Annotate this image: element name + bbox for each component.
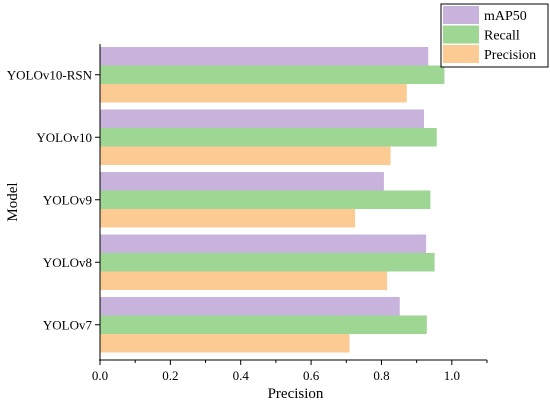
- x-tick-label: 0.6: [303, 368, 320, 383]
- bars-group: [100, 47, 445, 353]
- bar-map50-yolov10-rsn: [100, 47, 429, 66]
- bar-map50-yolov9: [100, 172, 384, 191]
- bar-map50-yolov8: [100, 234, 427, 253]
- x-tick-label: 0.4: [233, 368, 250, 383]
- bar-precision-yolov10: [100, 146, 391, 165]
- x-tick-label: 0.0: [92, 368, 108, 383]
- legend-label-recall: Recall: [484, 29, 520, 44]
- bar-recall-yolov9: [100, 190, 431, 209]
- legend-swatch-precision: [443, 45, 479, 63]
- y-tick-label: YOLOv8: [43, 255, 92, 270]
- y-tick-label: YOLOv7: [43, 317, 93, 332]
- y-axis-title: Model: [5, 182, 21, 221]
- x-tick-label: 0.2: [162, 368, 178, 383]
- bar-recall-yolov10: [100, 128, 437, 147]
- bar-map50-yolov7: [100, 297, 400, 316]
- legend: mAP50 Recall Precision: [440, 3, 549, 68]
- x-tick-label: 0.8: [373, 368, 389, 383]
- legend-label-precision: Precision: [484, 48, 536, 63]
- y-tick-label: YOLOv10: [36, 130, 92, 145]
- bar-precision-yolov10-rsn: [100, 84, 407, 103]
- bar-precision-yolov9: [100, 209, 356, 228]
- x-axis-title: Precision: [268, 386, 324, 402]
- bar-recall-yolov10-rsn: [100, 65, 445, 84]
- axes-group: [99, 44, 487, 361]
- x-ticks-group: 0.0 0.2 0.4 0.6 0.8 1.0: [92, 360, 488, 383]
- bar-map50-yolov10: [100, 109, 425, 128]
- y-tick-label: YOLOv10-RSN: [7, 67, 93, 82]
- x-tick-label: 1.0: [444, 368, 460, 383]
- bar-recall-yolov8: [100, 253, 435, 272]
- bar-precision-yolov8: [100, 271, 388, 290]
- y-tick-label: YOLOv9: [43, 192, 92, 207]
- bar-recall-yolov7: [100, 315, 427, 334]
- legend-label-map50: mAP50: [484, 9, 527, 24]
- legend-swatch-map50: [443, 6, 479, 24]
- y-ticks-group: YOLOv10-RSN YOLOv10 YOLOv9 YOLOv8 YOLOv7: [7, 67, 100, 332]
- legend-swatch-recall: [443, 25, 479, 44]
- bar-precision-yolov7: [100, 334, 350, 353]
